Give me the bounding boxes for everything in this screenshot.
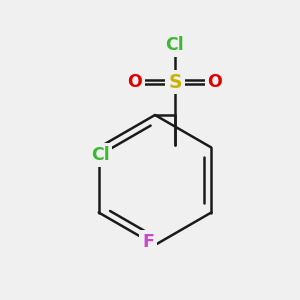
- Text: Cl: Cl: [91, 146, 110, 164]
- Text: S: S: [168, 73, 182, 92]
- Text: O: O: [208, 73, 222, 91]
- Text: Cl: Cl: [166, 36, 184, 54]
- Text: F: F: [142, 233, 154, 251]
- Text: O: O: [128, 73, 142, 91]
